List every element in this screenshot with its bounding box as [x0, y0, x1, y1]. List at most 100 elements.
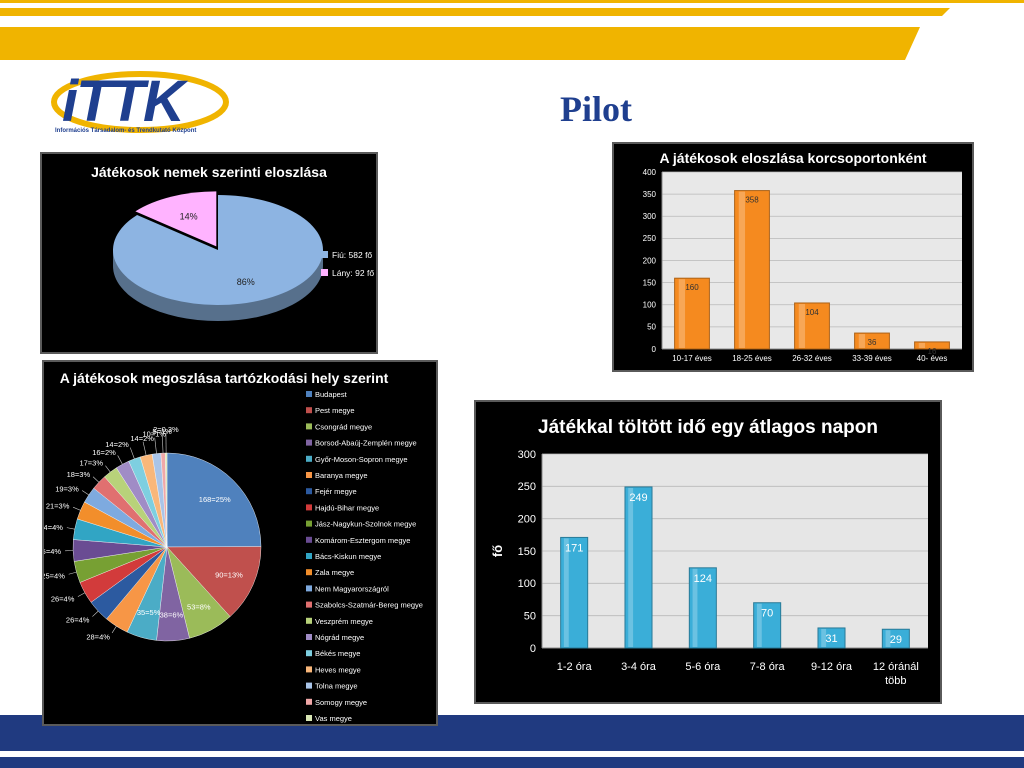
- location-slice-label: 26=4%: [66, 615, 90, 624]
- age-bar-chart: A játékosok eloszlása korcsoportonként 0…: [643, 150, 962, 363]
- bar-value-label: 104: [805, 308, 819, 317]
- location-legend-swatch: [306, 617, 312, 624]
- gender-slice-label: 86%: [237, 277, 255, 287]
- bar-highlight: [692, 568, 698, 647]
- location-chart-title: A játékosok megoszlása tartózkodási hely…: [60, 370, 389, 386]
- location-legend-swatch: [306, 423, 312, 430]
- leader-line: [77, 592, 86, 597]
- y-tick-label: 200: [518, 514, 536, 526]
- x-tick-label: 40- éves: [917, 354, 948, 363]
- x-tick-label: 33-39 éves: [852, 354, 892, 363]
- location-legend-label: Hajdú-Bihar megye: [315, 503, 379, 512]
- leader-line: [154, 437, 157, 454]
- location-pie-slice: [166, 452, 262, 548]
- bar-highlight: [563, 538, 569, 647]
- location-legend-label: Tolna megye: [315, 682, 358, 691]
- location-legend-label: Nem Magyarországról: [315, 584, 389, 593]
- y-tick-label: 250: [643, 234, 657, 243]
- location-slice-label: 38=6%: [160, 611, 184, 620]
- location-legend-label: Szabolcs-Szatmár-Bereg megye: [315, 601, 423, 610]
- gender-pie-slice: [135, 191, 217, 247]
- leader-line: [105, 465, 111, 473]
- bar-value-label: 70: [761, 608, 773, 620]
- x-tick-label: 10-17 éves: [672, 354, 712, 363]
- leader-line: [66, 527, 75, 530]
- location-legend-swatch: [306, 585, 312, 592]
- bar-highlight: [738, 191, 746, 348]
- location-slice-label: 25=4%: [44, 571, 65, 580]
- bar-value-label: 31: [825, 633, 837, 645]
- bar: [624, 486, 653, 649]
- leader-line: [68, 571, 77, 575]
- location-pie-slice: [166, 546, 262, 617]
- gender-legend-label: Fiú: 582 fő: [332, 250, 372, 260]
- location-slice-label: 24=4%: [44, 523, 63, 532]
- location-slice-label: 21=3%: [46, 502, 70, 511]
- time-chart-title: Játékkal töltött idő egy átlagos napon: [538, 417, 878, 438]
- location-slice-label: 53=8%: [187, 603, 211, 612]
- logo-subtitle: Információs Társadalom- és Trendkutató K…: [55, 128, 197, 134]
- location-legend-swatch: [306, 650, 312, 657]
- location-legend-swatch: [306, 634, 312, 640]
- location-slice-label: 18=3%: [67, 470, 91, 479]
- bar: [674, 277, 710, 350]
- bar-value-label: 171: [565, 542, 583, 554]
- location-legend-swatch: [306, 504, 312, 511]
- gender-chart-title: Játékosok nemek szerinti eloszlása: [91, 164, 327, 180]
- location-chart-panel: A játékosok megoszlása tartózkodási hely…: [42, 360, 438, 726]
- bar: [753, 602, 782, 649]
- gender-pie-chart: Játékosok nemek szerinti eloszlása 86% 14…: [91, 164, 374, 321]
- bar-highlight: [885, 630, 891, 647]
- leader-line: [162, 435, 164, 454]
- location-legend-label: Zala megye: [315, 568, 354, 577]
- bar-highlight: [678, 279, 686, 348]
- bar: [560, 536, 589, 649]
- time-bar-chart: Játékkal töltött idő egy átlagos napon 0…: [490, 417, 928, 687]
- leader-line: [142, 441, 147, 456]
- y-tick-label: 300: [518, 449, 536, 461]
- bar-value-label: 29: [890, 634, 902, 646]
- y-axis-label: fő: [490, 545, 505, 557]
- logo-swoosh: [51, 71, 229, 133]
- leader-line: [117, 455, 123, 465]
- bar-highlight: [918, 342, 926, 348]
- location-legend-label: Fejér megye: [315, 487, 357, 496]
- location-legend-swatch: [306, 536, 312, 543]
- bar-highlight: [798, 303, 806, 348]
- location-pie-chart: A játékosok megoszlása tartózkodási hely…: [44, 370, 423, 723]
- x-tick-label: 5-6 óra: [685, 661, 721, 673]
- x-tick-label: 9-12 óra: [811, 661, 853, 673]
- location-legend-swatch: [306, 553, 312, 559]
- y-tick-label: 400: [643, 168, 657, 177]
- location-legend-label: Békés megye: [315, 649, 360, 658]
- y-tick-label: 250: [518, 481, 536, 493]
- location-legend-swatch: [306, 520, 312, 527]
- y-tick-label: 300: [643, 212, 657, 221]
- location-legend-label: Jász-Nagykun-Szolnok megye: [315, 520, 416, 529]
- location-slice-label: 5=1%: [152, 427, 172, 436]
- location-slice-label: 14=2%: [105, 440, 129, 449]
- location-slice-label: 168=25%: [199, 495, 231, 504]
- time-chart-panel: Játékkal töltött idő egy átlagos napon 0…: [474, 400, 942, 704]
- gender-pie-slice: [112, 195, 323, 305]
- logo: iTTK: [62, 69, 185, 134]
- leader-line: [129, 447, 135, 459]
- location-legend-label: Vas megye: [315, 714, 352, 723]
- bar: [881, 628, 910, 649]
- location-slice-label: 35=5%: [137, 608, 161, 617]
- bar: [688, 567, 717, 649]
- bar-highlight: [628, 487, 634, 647]
- x-tick-label: több: [885, 675, 906, 687]
- location-legend-label: Komárom-Esztergom megye: [315, 536, 410, 545]
- location-legend-swatch: [306, 488, 312, 495]
- location-slice-label: 90=13%: [215, 570, 243, 579]
- location-legend-swatch: [306, 439, 312, 446]
- bar: [734, 190, 770, 350]
- age-chart-panel: A játékosok eloszlása korcsoportonként 0…: [612, 142, 974, 372]
- y-tick-label: 350: [643, 190, 657, 199]
- location-slice-label: 2=0,3%: [153, 425, 179, 434]
- location-legend-label: Budapest: [315, 390, 348, 399]
- location-slice-label: 16=2%: [92, 448, 116, 457]
- x-tick-label: 18-25 éves: [732, 354, 772, 363]
- y-tick-label: 50: [647, 323, 656, 332]
